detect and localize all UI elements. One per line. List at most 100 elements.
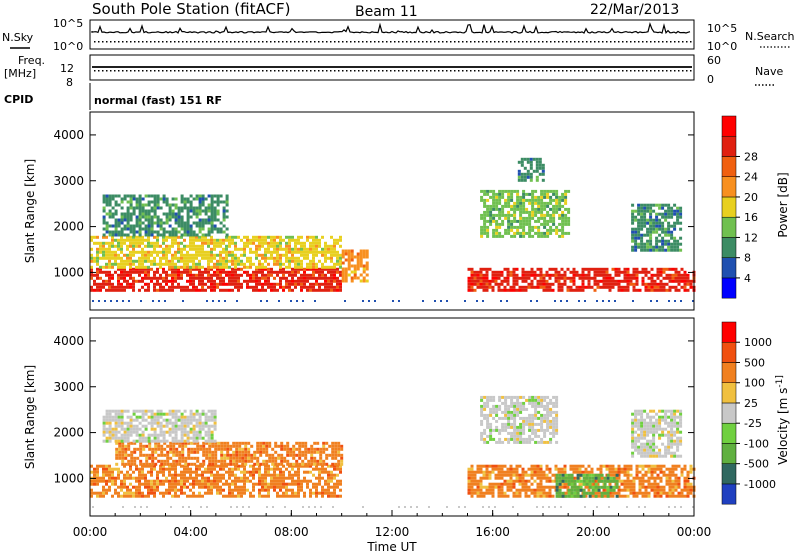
data-cell [168,244,171,248]
data-cell [186,224,190,228]
data-cell [164,300,166,302]
data-cell [546,189,550,193]
data-cell [467,479,471,483]
data-cell [253,450,257,454]
data-cell [90,253,93,257]
data-cell [542,276,546,280]
data-cell [253,453,257,457]
data-cell [108,194,112,198]
data-cell [171,215,175,219]
data-cell [111,470,114,474]
nave-dot [358,70,360,72]
data-cell [273,235,276,239]
data-cell [324,482,327,486]
data-cell [159,412,163,416]
nave-dot [226,70,228,72]
data-cell [673,212,677,216]
data-cell [210,241,213,245]
data-cell [90,494,93,498]
data-cell [231,273,234,277]
data-cell [513,207,517,211]
data-cell [213,194,217,198]
data-cell [344,258,348,262]
data-cell [132,235,135,239]
data-cell [135,230,139,234]
data-cell [96,247,99,251]
data-cell [126,430,130,434]
data-cell [138,436,142,440]
data-cell [177,427,181,431]
nave-dot [362,70,364,72]
nave-dot [466,70,468,72]
data-cell [111,467,114,471]
data-cell [114,233,118,237]
nsearch-dot [194,41,196,43]
data-cell [524,270,528,274]
data-cell [126,424,130,428]
nave-dot [522,70,524,72]
data-cell [301,444,305,448]
data-cell [213,439,217,443]
data-cell [111,194,115,198]
data-cell [189,267,192,271]
data-cell [174,494,177,498]
data-cell [279,235,282,239]
data-cell [677,288,681,292]
nsearch-dot [270,41,272,43]
freq-tick-top: 12 [60,62,74,75]
data-cell [497,288,501,292]
nave-dot [626,70,628,72]
nsearch-dot [538,41,540,43]
data-cell [114,488,117,492]
data-cell [541,166,545,170]
data-cell [492,207,496,211]
data-cell [198,194,202,198]
data-cell [120,221,124,225]
data-cell [102,476,105,480]
nave-label: Nave [755,65,783,78]
data-cell [303,285,306,289]
data-cell [540,198,544,202]
data-cell [136,456,140,460]
data-cell [306,279,309,283]
data-cell [533,270,537,274]
data-cell [661,206,665,210]
data-cell [207,470,210,474]
data-cell [524,494,528,498]
data-cell [165,197,169,201]
data-cell [318,288,321,292]
data-cell [141,409,145,413]
nsearch-dot [186,41,188,43]
data-cell [340,444,344,448]
data-cell [557,285,561,289]
data-cell [446,300,448,302]
data-cell [156,409,160,413]
data-cell [512,288,516,292]
data-cell [280,456,284,460]
data-cell [273,464,276,468]
data-cell [114,430,118,434]
data-cell [171,273,174,277]
data-cell [306,273,309,277]
data-cell [564,222,568,226]
data-cell [540,231,544,235]
data-cell [159,256,162,260]
data-cell [252,482,255,486]
data-cell [673,221,677,225]
data-cell [518,476,522,480]
data-cell [578,285,582,289]
data-cell [303,491,306,495]
data-cell [156,224,160,228]
data-cell [178,453,182,457]
data-cell [538,166,542,170]
data-cell [192,470,195,474]
data-cell [175,462,179,466]
data-cell [494,464,498,468]
nave-dot [570,70,572,72]
data-cell [608,300,610,302]
data-cell [234,262,237,266]
data-cell [506,494,510,498]
data-cell [540,210,544,214]
data-cell [219,476,222,480]
data-cell [153,273,156,277]
